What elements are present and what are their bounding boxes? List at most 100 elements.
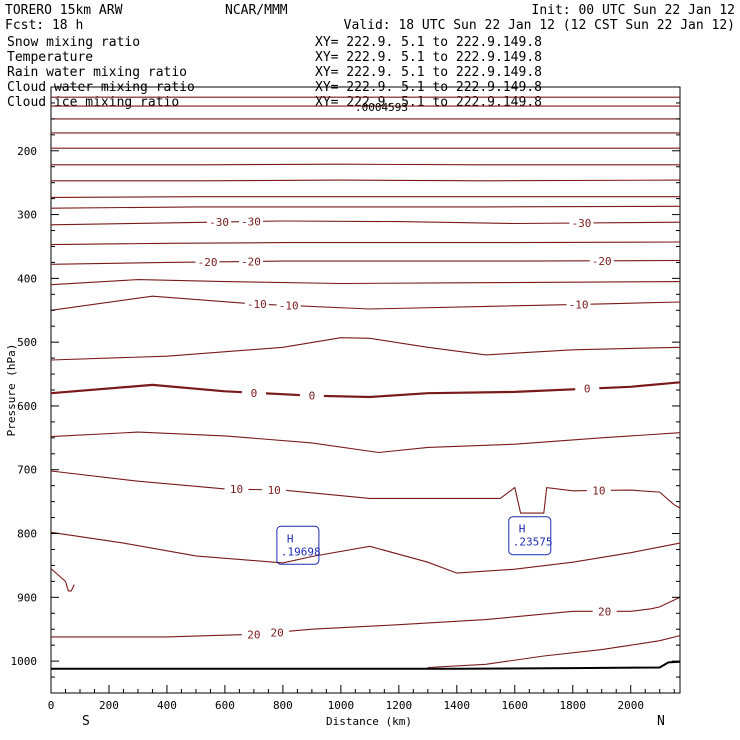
isotherm-line (50, 241, 681, 246)
isotherm-line (51, 163, 680, 166)
forecast-hour: Fcst: 18 h (5, 18, 83, 33)
contour-label-bg (265, 626, 290, 639)
contour-label-bg (299, 389, 324, 402)
isotherm-line (50, 431, 681, 454)
contour-label: 20 (598, 605, 611, 618)
contour-label-bg (589, 254, 614, 267)
isotherm-line (50, 470, 681, 514)
contour-label: 10 (268, 484, 281, 497)
legend-temperature-name: Temperature (7, 50, 93, 65)
y-tick-label: 800 (17, 528, 37, 541)
valid-time: Valid: 18 UTC Sun 22 Jan 12 (12 CST Sun … (344, 18, 735, 33)
init-time: Init: 00 UTC Sun 22 Jan 12 (532, 3, 736, 18)
maximum-value: .19698 (281, 545, 321, 558)
contour-label-bg (239, 255, 264, 268)
isotherm-line (51, 596, 681, 638)
contour-label-bg (586, 484, 611, 497)
contour-label: -30 (572, 217, 592, 230)
contour-label: -30 (241, 215, 261, 228)
y-tick-label: 700 (17, 464, 37, 477)
model-title: TORERO 15km ARW (5, 3, 123, 18)
y-tick-label: 1000 (11, 655, 38, 668)
x-axis-ticks: 0 200 400 600 800 1000 1200 1400 1600 1800 2000 (48, 685, 675, 712)
contour-label-bg (224, 483, 249, 496)
maximum-marker: H (519, 523, 526, 536)
x-tick-label: 600 (215, 699, 235, 712)
maximum-marker: H (287, 532, 294, 545)
contour-label-bg (276, 299, 301, 312)
contour-label: -10 (569, 298, 589, 311)
x-tick-label: 400 (157, 699, 177, 712)
contour-label: -30 (209, 216, 229, 229)
contour-label: -20 (592, 255, 612, 268)
x-tick-label: 0 (48, 699, 55, 712)
south-end-label: S (82, 714, 90, 729)
contour-label: 0 (251, 387, 258, 400)
contour-label-bg (592, 605, 617, 618)
x-tick-label: 200 (99, 699, 119, 712)
contour-labels: -30 -30 -30 -20 -20 -20 -10 -10 -10 0 0 0 10 10 10 20 20… (195, 215, 617, 641)
contour-label: 0 (584, 383, 591, 396)
contour-label: 20 (247, 628, 260, 641)
north-end-label: N (657, 714, 665, 729)
contour-label-bg (207, 216, 232, 229)
contour-label-bg (569, 216, 594, 229)
contour-label: 10 (230, 483, 243, 496)
cloud-water-contour (276, 525, 320, 565)
y-axis-label: Pressure (hPa) (5, 344, 18, 437)
contour-label-bg (566, 298, 591, 311)
top-value-label: .0004593 (355, 101, 408, 114)
maximum-value: .23575 (513, 536, 553, 549)
legend-rain-name: Rain water mixing ratio (7, 65, 187, 80)
isotherm-line (50, 337, 681, 361)
x-tick-label: 2000 (617, 699, 644, 712)
temperature-contours (50, 96, 681, 670)
x-tick-label: 1400 (444, 699, 471, 712)
legend: Snow mixing ratio XY= 222.9. 5.1 to 222.… (7, 35, 542, 110)
contour-label-bg (244, 298, 269, 311)
isotherm-line (50, 205, 681, 209)
contour-label: -20 (241, 255, 261, 268)
contour-label-bg (241, 628, 266, 641)
x-tick-label: 1800 (560, 699, 587, 712)
contour-label: -20 (198, 256, 218, 269)
isotherm-line (50, 531, 681, 574)
isotherm-line (50, 568, 75, 592)
isotherm-line (50, 279, 681, 286)
contour-label: 20 (270, 626, 283, 639)
legend-rain-xy: XY= 222.9. 5.1 to 222.9.149.8 (315, 65, 542, 80)
legend-temperature-xy: XY= 222.9. 5.1 to 222.9.149.8 (315, 50, 542, 65)
isotherm-line (427, 635, 681, 669)
contour-label: 0 (309, 390, 316, 403)
x-axis-label: Distance (km) (326, 715, 412, 728)
y-tick-label: 200 (17, 145, 37, 158)
x-tick-label: 1200 (386, 699, 413, 712)
x-tick-label: 1600 (502, 699, 529, 712)
contour-label-bg (575, 382, 600, 395)
contour-label-bg (241, 386, 266, 399)
y-tick-label: 900 (17, 591, 37, 604)
x-tick-label: 1000 (328, 699, 355, 712)
surface-line (51, 660, 681, 670)
cloud-water-contour (508, 516, 552, 556)
y-tick-label: 500 (17, 336, 37, 349)
isotherm-line (50, 220, 681, 226)
isotherm-line (50, 295, 681, 311)
y-tick-label: 300 (17, 209, 37, 222)
center-title: NCAR/MMM (225, 3, 288, 18)
legend-snow-xy: XY= 222.9. 5.1 to 222.9.149.8 (315, 35, 542, 50)
contour-label-bg (239, 215, 264, 228)
contour-label: -10 (279, 299, 299, 312)
y-tick-label: 400 (17, 272, 37, 285)
contour-label-bg (262, 483, 287, 496)
y-tick-label: 600 (17, 400, 37, 413)
x-tick-label: 800 (273, 699, 293, 712)
contour-label-bg (195, 255, 220, 268)
isotherm-line (50, 196, 680, 198)
isotherm-line (51, 179, 681, 182)
contour-label: -10 (247, 298, 267, 311)
isotherm-line (50, 259, 681, 265)
